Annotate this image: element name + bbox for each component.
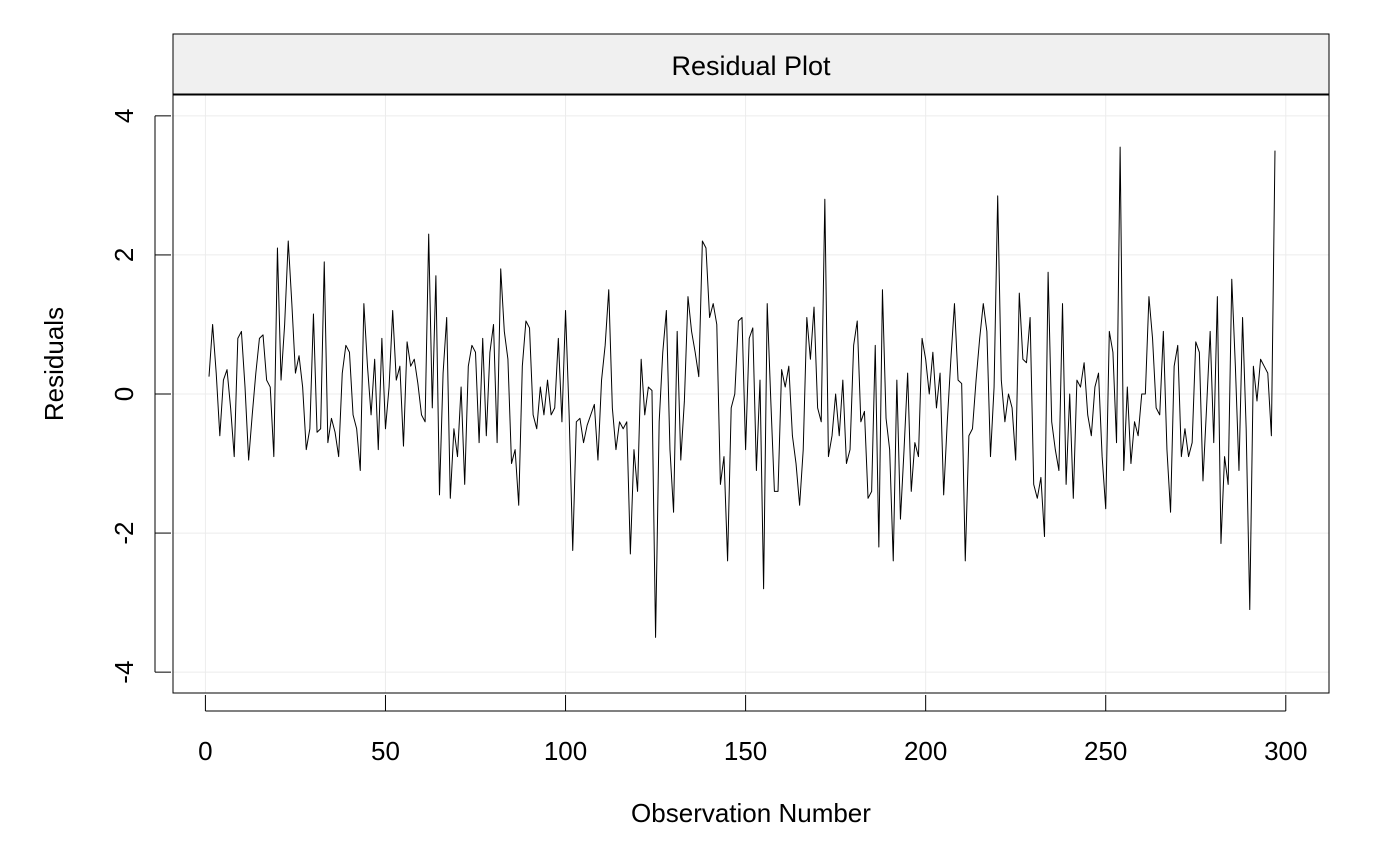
x-tick-label: 0 [198,736,212,766]
y-tick-label: 4 [109,109,139,123]
residual-series-line [208,146,1276,638]
grid-lines [173,95,1329,693]
plot-panel-frame [172,94,1330,694]
y-tick-label: 2 [109,248,139,262]
x-tick-label: 150 [724,736,767,766]
series-layer [208,146,1276,638]
y-tick-label: 0 [109,387,139,401]
y-axis: -4 -2 0 2 4 [109,109,171,684]
x-tick-label: 100 [544,736,587,766]
x-tick-label: 300 [1264,736,1307,766]
x-tick-label: 250 [1084,736,1127,766]
y-axis-title: Residuals [39,307,69,421]
x-tick-label: 200 [904,736,947,766]
y-tick-label: -2 [109,522,139,545]
strip-header [172,33,1330,95]
x-tick-label: 50 [371,736,400,766]
y-tick-label: -4 [109,661,139,684]
x-axis: 0 50 100 150 200 250 300 [198,695,1307,766]
chart-title: Residual Plot [671,51,831,81]
x-axis-title: Observation Number [631,798,871,828]
